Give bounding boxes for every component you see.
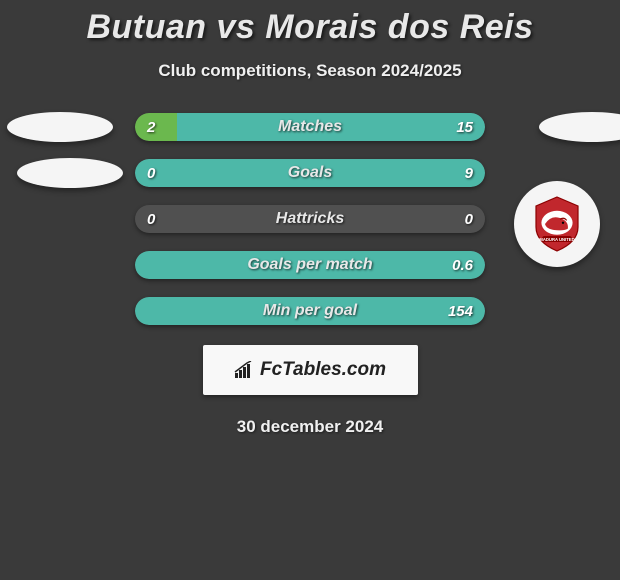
stat-row: Min per goal 154 <box>0 297 620 325</box>
stat-right-value: 154 <box>448 303 473 320</box>
stat-right-value: 0.6 <box>452 257 473 274</box>
stat-label: Min per goal <box>263 302 357 320</box>
stat-label: Goals per match <box>247 256 372 274</box>
attribution-logo[interactable]: FcTables.com <box>203 345 418 395</box>
page-title: Butuan vs Morais dos Reis <box>0 8 620 47</box>
date-label: 30 december 2024 <box>0 417 620 437</box>
comparison-widget: Butuan vs Morais dos Reis Club competiti… <box>0 0 620 437</box>
team-left-crest <box>7 112 113 142</box>
stat-row: 0 Goals 9 <box>0 159 620 187</box>
stat-bar-goals: 0 Goals 9 <box>135 159 485 187</box>
stat-label: Hattricks <box>276 210 344 228</box>
stat-bar-gpm: Goals per match 0.6 <box>135 251 485 279</box>
stat-bar-mpg: Min per goal 154 <box>135 297 485 325</box>
stat-row: 2 Matches 15 <box>0 113 620 141</box>
stat-left-value: 2 <box>147 119 155 136</box>
attribution-label: FcTables.com <box>260 359 386 381</box>
stat-fill-left <box>135 113 177 141</box>
stat-label: Goals <box>288 164 332 182</box>
team-right-crest-placeholder <box>539 112 620 142</box>
attribution-text: FcTables.com <box>234 359 386 381</box>
bar-chart-icon <box>234 361 256 379</box>
stats-area: 2 Matches 15 0 Goals 9 <box>0 113 620 325</box>
stat-left-value: 0 <box>147 211 155 228</box>
stat-row: Goals per match 0.6 <box>0 251 620 279</box>
stat-label: Matches <box>278 118 342 136</box>
stat-row: 0 Hattricks 0 <box>0 205 620 233</box>
stat-bar-matches: 2 Matches 15 <box>135 113 485 141</box>
stat-bar-hattricks: 0 Hattricks 0 <box>135 205 485 233</box>
stat-right-value: 9 <box>465 165 473 182</box>
team-left-crest-2 <box>17 158 123 188</box>
subtitle: Club competitions, Season 2024/2025 <box>0 61 620 81</box>
stat-left-value: 0 <box>147 165 155 182</box>
svg-text:MADURA UNITED: MADURA UNITED <box>539 237 574 242</box>
stat-right-value: 0 <box>465 211 473 228</box>
stat-right-value: 15 <box>456 119 473 136</box>
